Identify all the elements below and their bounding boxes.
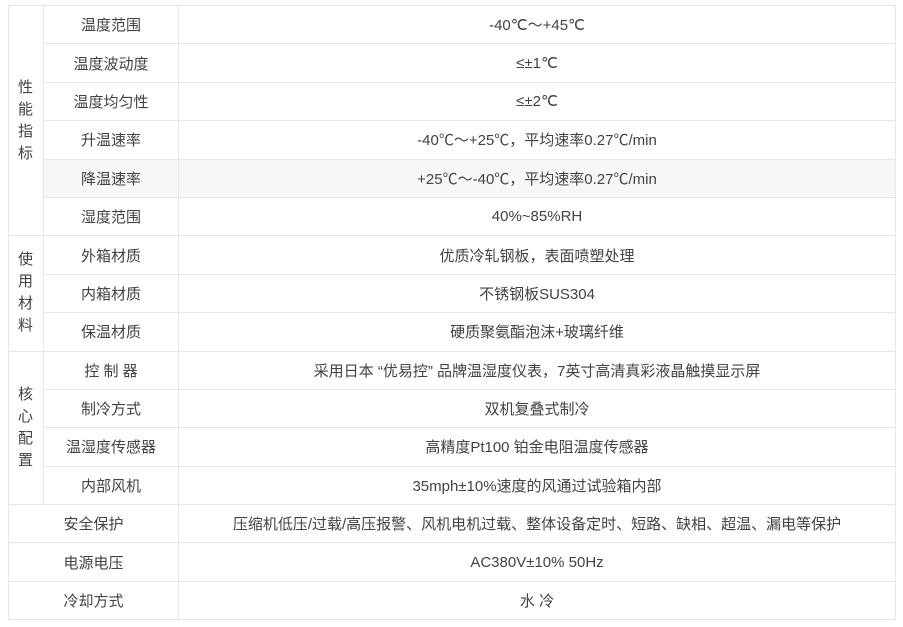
param-label: 升温速率 [43,120,179,160]
table-row: 冷却方式水 冷 [8,580,896,621]
param-label: 制冷方式 [43,388,179,429]
table-row: 制冷方式 双机复叠式制冷 [9,388,896,429]
param-value: -40℃～+25℃，平均速率0.27℃/min [178,120,896,160]
param-value: 硬质聚氨酯泡沫+玻璃纤维 [178,312,896,352]
param-value: 双机复叠式制冷 [178,388,896,429]
param-label: 冷却方式 [8,580,179,621]
param-label: 降温速率 [43,158,179,198]
param-value: ≤±2℃ [178,81,896,122]
table-row: 核 心 配 置控 制 器采用日本 “优易控” 品牌温湿度仪表，7英寸高清真彩液晶… [8,350,896,506]
group-label: 性 能 指 标 [8,4,44,237]
table-row: 内箱材质 不锈钢板SUS304 [9,273,896,314]
param-label: 湿度范围 [43,196,179,237]
param-value: 采用日本 “优易控” 品牌温湿度仪表，7英寸高清真彩液晶触摸显示屏 [178,350,896,390]
table-row: 升温速率 -40℃～+25℃，平均速率0.27℃/min [9,120,896,160]
table-row: 温湿度传感器 高精度Pt100 铂金电阻温度传感器 [9,427,896,467]
table-row: 湿度范围 40%~85%RH [9,196,896,237]
table-row: 电源电压 AC380V±10% 50Hz [8,542,896,582]
spec-table-body: 性 能 指 标温度范围 -40℃～+45℃ 温度波动度 ≤±1℃ 温度均匀性 ≤±2℃ 升温… [8,4,896,621]
param-label: 温度均匀性 [43,81,179,122]
table-row: 安全保护 压缩机低压/过载/高压报警、风机电机过载、整体设备定时、短路、缺相、超温… [8,504,896,544]
param-value: ≤±1℃ [178,43,896,83]
param-value: AC380V±10% 50Hz [178,542,896,582]
table-row: 温度波动度 ≤±1℃ [9,43,896,83]
param-label: 电源电压 [8,542,179,582]
param-value: -40℃～+45℃ [178,4,896,45]
table-row: 保温材质 硬质聚氨酯泡沫+玻璃纤维 [9,312,896,352]
group-label: 使 用 材 料 [8,235,44,352]
param-value: 不锈钢板SUS304 [178,273,896,314]
param-label: 控 制 器 [43,350,179,390]
param-value: 40%~85%RH [178,196,896,237]
param-value: 优质冷轧钢板，表面喷塑处理 [178,235,896,275]
param-label: 内箱材质 [43,273,179,314]
table-row: 内部风机 35mph±10%速度的风通过试验箱内部 [9,465,896,506]
param-label: 温度范围 [43,4,179,45]
param-value: +25℃～-40℃，平均速率0.27℃/min [178,158,896,198]
param-label: 安全保护 [8,504,179,544]
param-value: 压缩机低压/过载/高压报警、风机电机过载、整体设备定时、短路、缺相、超温、漏电等… [178,504,896,544]
table-row: 使 用 材 料外箱材质 优质冷轧钢板，表面喷塑处理 [8,235,896,352]
product-specification-table: 性 能 指 标温度范围 -40℃～+45℃ 温度波动度 ≤±1℃ 温度均匀性 ≤±2℃ 升温… [8,4,896,621]
group-label: 核 心 配 置 [8,350,44,506]
table-row: 性 能 指 标温度范围 -40℃～+45℃ [8,4,896,237]
table-row: 温度均匀性 ≤±2℃ [9,81,896,122]
param-value: 35mph±10%速度的风通过试验箱内部 [178,465,896,506]
param-label: 内部风机 [43,465,179,506]
param-label: 温湿度传感器 [43,427,179,467]
param-label: 保温材质 [43,312,179,352]
param-label: 温度波动度 [43,43,179,83]
param-label: 外箱材质 [43,235,179,275]
param-value: 高精度Pt100 铂金电阻温度传感器 [178,427,896,467]
param-value: 水 冷 [178,580,896,621]
table-row: 降温速率 +25℃～-40℃，平均速率0.27℃/min [9,158,896,198]
